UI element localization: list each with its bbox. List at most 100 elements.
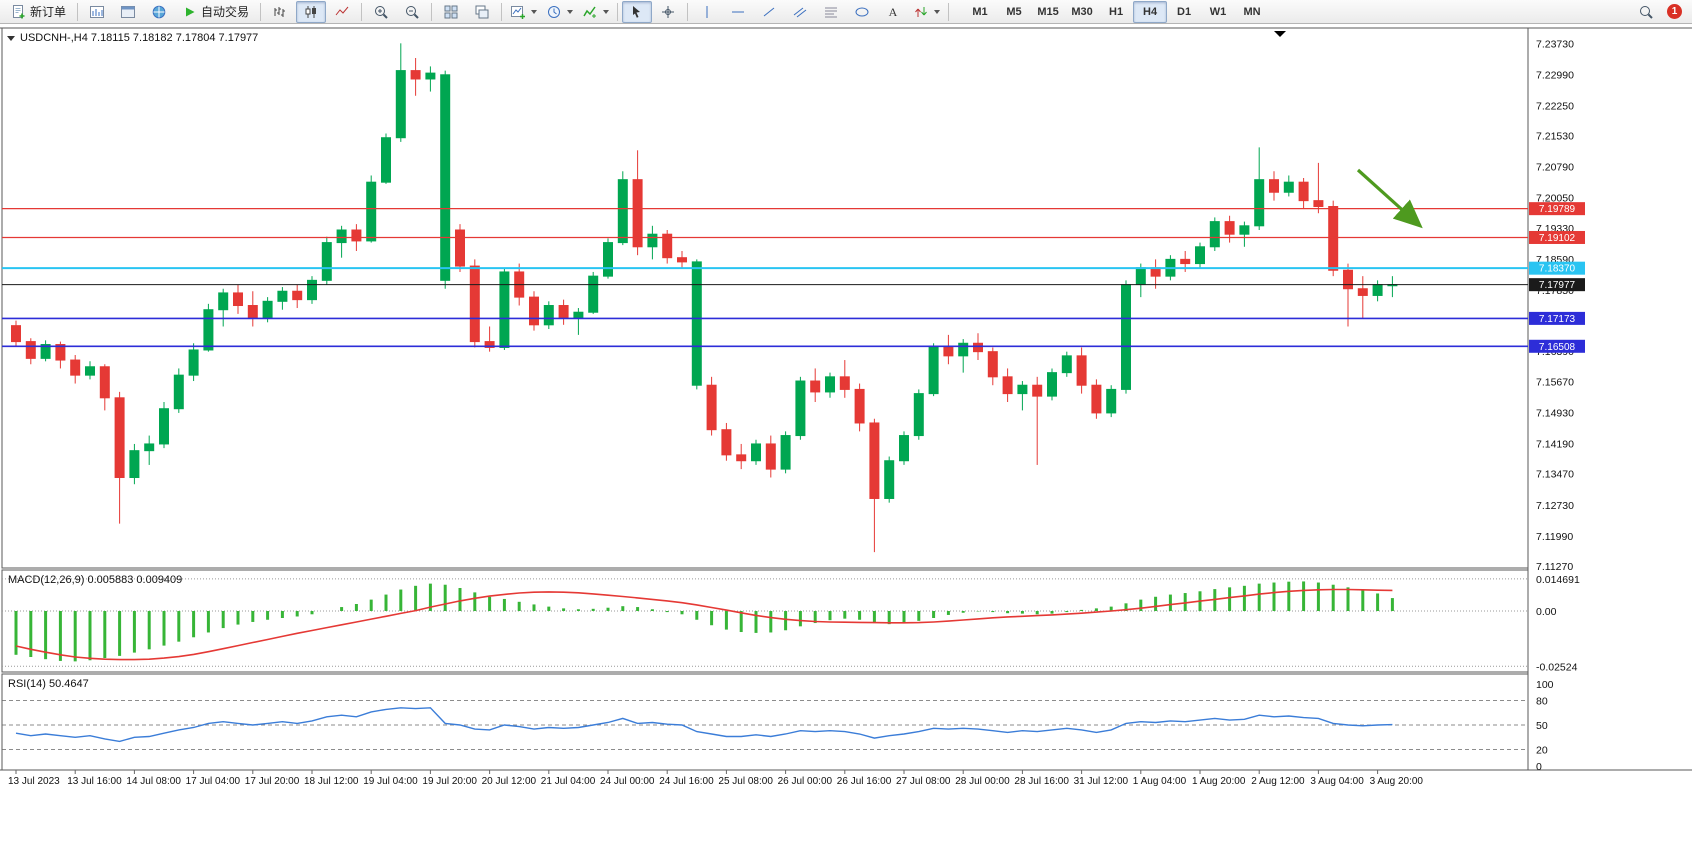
chart-shift-marker[interactable]: [1274, 31, 1286, 37]
candles-chart-icon: [303, 4, 317, 20]
annotations[interactable]: [1356, 168, 1423, 229]
autotrading-label: 自动交易: [201, 5, 250, 19]
cursor-icon: [633, 5, 641, 18]
line-chart-type-button[interactable]: [327, 1, 357, 23]
trendline-tool-button[interactable]: [754, 1, 784, 23]
candle: [1224, 221, 1235, 235]
timeframe-h4-button[interactable]: H4: [1133, 0, 1168, 23]
market-watch-icon: [151, 4, 167, 20]
svg-text:-0.02524: -0.02524: [1536, 661, 1578, 673]
price-axis-label: 7.20050: [1536, 193, 1574, 205]
crosshair-tool-button[interactable]: [653, 1, 683, 23]
horizontal-lines[interactable]: [2, 208, 1528, 348]
candle: [825, 376, 835, 393]
candle: [203, 309, 214, 351]
candle: [1061, 355, 1072, 374]
market-watch-button[interactable]: [144, 1, 174, 23]
candle: [1135, 267, 1146, 286]
candle: [558, 305, 569, 319]
candle: [159, 408, 169, 445]
text-tool-button[interactable]: A: [878, 1, 908, 23]
svg-text:0.00: 0.00: [1536, 606, 1557, 618]
time-axis-label: 20 Jul 12:00: [482, 776, 537, 787]
chart-shift-triangle-icon: [1274, 31, 1286, 37]
candle: [1269, 179, 1279, 193]
candle: [336, 229, 347, 244]
candle: [706, 384, 717, 431]
horizontal-line-tool-button[interactable]: [723, 1, 753, 23]
candle: [70, 359, 81, 376]
tile-windows-button[interactable]: [436, 1, 466, 23]
candle: [543, 305, 554, 326]
timeframe-m1-button[interactable]: M1: [972, 5, 988, 18]
trendline-icon: [761, 4, 777, 20]
timeframe-mn-button[interactable]: MN: [1243, 5, 1261, 18]
green-arrow-annotation[interactable]: [1356, 168, 1423, 229]
chart-canvas[interactable]: 7.23730 7.22990 7.22250 7.21530 7.20790 7.200…: [0, 24, 1692, 852]
profiles-button[interactable]: [542, 1, 577, 23]
price-axis-label: 7.14930: [1536, 407, 1574, 419]
vertical-line-icon: [699, 4, 715, 20]
toolbar-separator: [687, 2, 689, 21]
macd-pane: 0.014691 0.00 -0.02524 MACD(12,26,9) 0.0058…: [2, 574, 1580, 673]
fibonacci-tool-button[interactable]: [816, 1, 846, 23]
zoom-out-icon: [404, 4, 420, 20]
candle-chart-type-button[interactable]: [296, 0, 327, 23]
shapes-tool-button[interactable]: [847, 1, 877, 23]
candle: [1239, 225, 1250, 235]
price-axis-label: 7.23730: [1536, 38, 1574, 50]
time-axis-label: 24 Jul 00:00: [600, 776, 655, 787]
cascade-windows-button[interactable]: [467, 1, 497, 23]
candle: [721, 429, 732, 456]
profile-window-button[interactable]: [113, 1, 143, 23]
svg-text:0: 0: [1536, 761, 1542, 773]
charts-window-button[interactable]: [82, 1, 112, 23]
chart-frame: [0, 27, 1692, 771]
candle: [943, 346, 954, 357]
timeframe-d1-button[interactable]: D1: [1177, 5, 1192, 18]
timeframe-m15-button[interactable]: M15: [1037, 5, 1059, 18]
indicators-button[interactable]: [578, 1, 613, 23]
timeframe-w1-button[interactable]: W1: [1209, 5, 1227, 18]
zoom-in-button[interactable]: [366, 1, 396, 23]
timeframe-m5-button[interactable]: M5: [1006, 5, 1022, 18]
bars-chart-icon: [272, 4, 288, 20]
bar-chart-type-button[interactable]: [265, 1, 295, 23]
candle: [351, 229, 362, 242]
new-chart-button[interactable]: [506, 1, 541, 23]
candle: [1047, 372, 1057, 397]
candle: [1106, 388, 1117, 414]
cursor-tool-button[interactable]: [622, 0, 653, 23]
channel-tool-button[interactable]: [785, 1, 815, 23]
candle: [366, 181, 377, 242]
candle: [854, 388, 865, 424]
indicators-icon: [582, 4, 597, 18]
arrows-tool-button[interactable]: [909, 1, 944, 23]
timeframe-m30-button[interactable]: M30: [1071, 5, 1093, 18]
autotrading-icon: [186, 7, 195, 16]
search-button[interactable]: [1631, 1, 1661, 23]
candle: [381, 137, 391, 183]
candle: [1372, 284, 1383, 296]
timeframe-h1-button[interactable]: H1: [1109, 5, 1124, 18]
time-axis-label: 2 Aug 12:00: [1251, 776, 1305, 787]
vertical-line-tool-button[interactable]: [692, 1, 722, 23]
new-order-button[interactable]: 新订单: [4, 1, 73, 23]
autotrading-button[interactable]: 自动交易: [175, 1, 256, 23]
price-tag: [1529, 311, 1585, 325]
candle: [218, 292, 229, 311]
zoom-out-button[interactable]: [397, 1, 427, 23]
candle: [1195, 246, 1205, 265]
candle: [455, 229, 465, 267]
candle: [1017, 384, 1028, 395]
svg-text:20: 20: [1536, 745, 1548, 757]
notification-badge[interactable]: 1: [1667, 4, 1682, 19]
candle: [85, 366, 95, 376]
time-axis-label: 28 Jul 16:00: [1014, 776, 1069, 787]
candle: [307, 279, 317, 301]
candle: [144, 443, 155, 452]
candle: [425, 72, 436, 80]
toolbar-separator: [260, 2, 262, 21]
candle: [869, 422, 880, 499]
